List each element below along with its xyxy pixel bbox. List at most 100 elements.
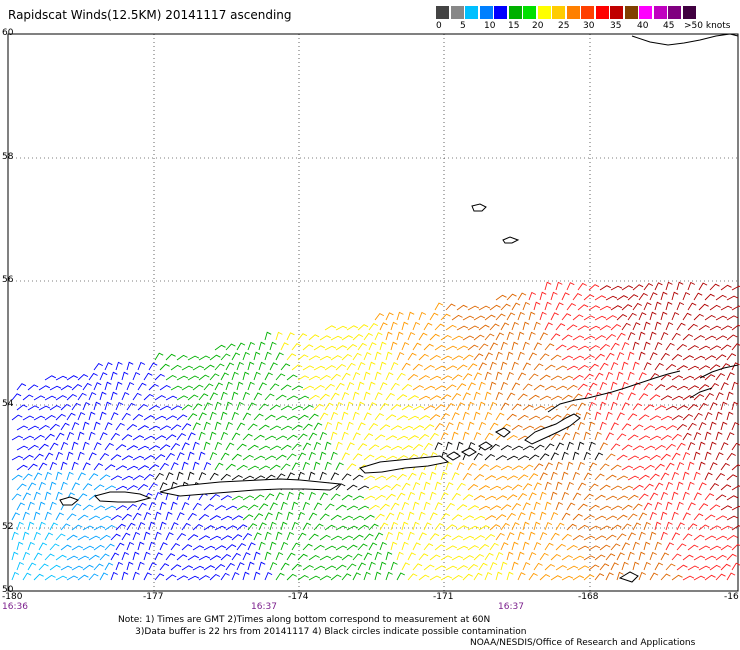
wind-barb [704, 451, 712, 461]
wind-barb [528, 492, 537, 501]
wind-barb [22, 572, 32, 581]
wind-barb [665, 521, 673, 531]
wind-barb [539, 491, 547, 501]
wind-barb [374, 513, 385, 521]
wind-barb [577, 345, 590, 351]
wind-barb [385, 474, 397, 481]
wind-barb [599, 544, 611, 551]
wind-barb [231, 474, 243, 481]
wind-barb [214, 441, 223, 451]
wind-barb [720, 462, 730, 471]
wind-barb [16, 404, 28, 411]
wind-barb [687, 544, 699, 551]
wind-barb [687, 281, 696, 291]
wind-barb [269, 362, 278, 371]
wind-barb [660, 291, 668, 301]
wind-barb [484, 333, 495, 341]
wind-barb [55, 554, 67, 561]
wind-barb [621, 402, 630, 411]
wind-barb [396, 455, 408, 461]
wind-barb [126, 445, 139, 451]
wind-barb [621, 322, 631, 331]
wind-barb [192, 441, 200, 451]
wind-barb [720, 525, 733, 531]
wind-barb [22, 531, 30, 541]
wind-barb [379, 341, 387, 351]
wind-barb [440, 575, 453, 581]
wind-barb [286, 374, 298, 381]
wind-barb [720, 382, 729, 391]
wind-barb [242, 371, 250, 381]
wind-barb [132, 551, 140, 561]
wind-barb [137, 425, 149, 431]
wind-barb [539, 353, 550, 361]
wind-barb [346, 325, 359, 331]
wind-barb [654, 321, 662, 331]
wind-barb [297, 532, 307, 541]
wind-barb [275, 454, 287, 461]
wind-barb [143, 531, 151, 541]
wind-barb [313, 441, 322, 451]
wind-barb [203, 545, 216, 551]
wind-barb [308, 491, 316, 501]
wind-barb [709, 525, 722, 531]
wind-barb [44, 574, 56, 581]
wind-barb [583, 493, 594, 501]
wind-barb [341, 372, 351, 381]
wind-barb [126, 361, 134, 371]
wind-barb [671, 452, 681, 461]
wind-barb [159, 521, 167, 531]
wind-barb [649, 311, 657, 321]
wind-barb [192, 545, 205, 551]
wind-barb [324, 421, 333, 431]
wind-barb [555, 522, 565, 531]
wind-barb [330, 355, 342, 361]
wind-barb [693, 492, 702, 501]
wind-barb [594, 411, 602, 421]
wind-barb [478, 362, 487, 371]
wind-barb [99, 411, 107, 421]
wind-barb [682, 451, 691, 461]
wind-barb [154, 511, 162, 521]
wind-barb [44, 553, 55, 561]
wind-barb [291, 501, 299, 511]
wind-barb [22, 454, 34, 461]
wind-barb [577, 421, 585, 431]
wind-barb [429, 333, 440, 341]
wind-barb [489, 561, 498, 571]
wind-barb [341, 335, 353, 341]
wind-barb [709, 364, 721, 371]
wind-barb [407, 352, 417, 361]
wind-barb [396, 351, 405, 361]
wind-barb [363, 371, 371, 381]
wind-barb [44, 532, 54, 541]
wind-barb [396, 415, 409, 421]
colorbar-label: >50 knots [684, 21, 731, 31]
fox-islands [547, 370, 681, 413]
wind-barb [473, 391, 481, 401]
wind-barb [363, 351, 372, 361]
wind-barb [709, 304, 721, 311]
wind-barb [286, 472, 295, 481]
wind-barb [423, 501, 431, 511]
wind-barb [506, 475, 519, 481]
wind-barb [451, 514, 463, 521]
wind-barb [632, 561, 640, 571]
wind-barb [71, 441, 79, 451]
wind-barb [192, 384, 204, 391]
wind-barb [440, 432, 449, 441]
wind-barb [429, 575, 442, 581]
wind-barb [269, 425, 282, 431]
wind-barb [170, 481, 178, 491]
wind-barb [176, 575, 189, 581]
wind-barb [357, 443, 368, 451]
wind-barb [566, 461, 574, 471]
wind-barb [709, 504, 721, 511]
wind-barb [687, 461, 695, 471]
wind-barb [374, 475, 387, 481]
wind-barb [264, 435, 277, 441]
colorbar-label: 45 [663, 21, 675, 31]
wind-barb [632, 445, 645, 451]
wind-barb [511, 321, 519, 331]
wind-barb [599, 381, 608, 391]
